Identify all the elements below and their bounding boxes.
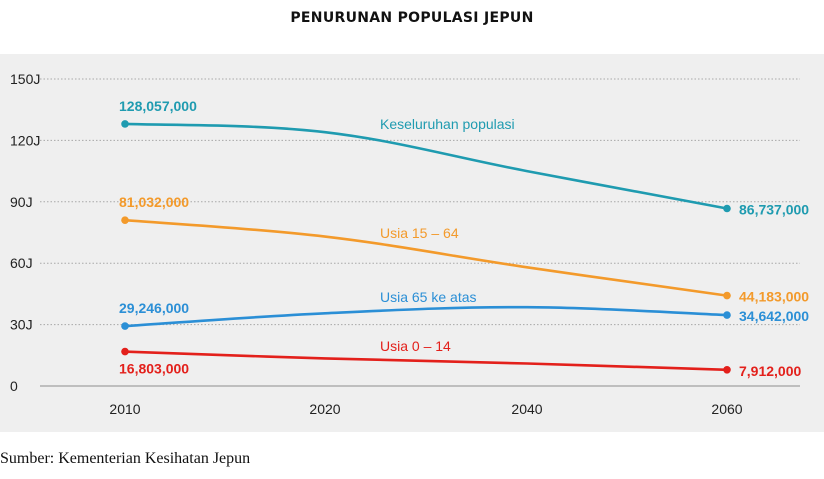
series-line [124,122,728,210]
series-line [124,305,728,328]
data-label: 44,183,000 [739,289,809,305]
data-point [723,291,731,300]
series-name-label: Usia 0 – 14 [380,338,451,354]
data-point [121,347,129,356]
y-tick-label: 120J [10,132,40,148]
data-label: 16,803,000 [119,361,189,377]
y-tick-label: 90J [10,194,33,210]
data-label: 7,912,000 [739,363,801,379]
y-tick-label: 30J [10,317,33,333]
data-point [723,204,731,213]
data-label: 86,737,000 [739,202,809,218]
x-tick-label: 2060 [711,401,742,417]
data-label: 34,642,000 [739,308,809,324]
data-label: 29,246,000 [119,300,189,316]
data-point [723,311,731,319]
x-tick-label: 2010 [109,401,140,417]
series-name-label: Usia 65 ke atas [380,289,477,305]
chart-panel: 0 30J 60J 90J 120J 150J 2010 2020 2040 2060 128,05… [0,54,824,432]
chart-title: PENURUNAN POPULASI JEPUN [290,10,534,26]
x-tick-label: 2020 [309,401,340,417]
y-tick-label: 60J [10,255,33,271]
series-line [124,218,728,297]
series-name-label: Keseluruhan populasi [380,116,515,132]
data-point [121,322,129,330]
series-line [124,350,728,372]
data-point [121,120,129,128]
source-note: Sumber: Kementerian Kesihatan Jepun [0,450,251,467]
data-point [723,366,731,374]
data-label: 81,032,000 [119,194,189,210]
series-name-label: Usia 15 – 64 [380,225,459,241]
data-label: 128,057,000 [119,98,197,114]
line-chart: 0 30J 60J 90J 120J 150J 2010 2020 2040 2060 128,05… [10,71,809,417]
y-tick-label: 150J [10,71,40,87]
x-tick-label: 2040 [511,401,542,417]
data-point [121,216,129,224]
y-tick-label: 0 [10,378,18,394]
